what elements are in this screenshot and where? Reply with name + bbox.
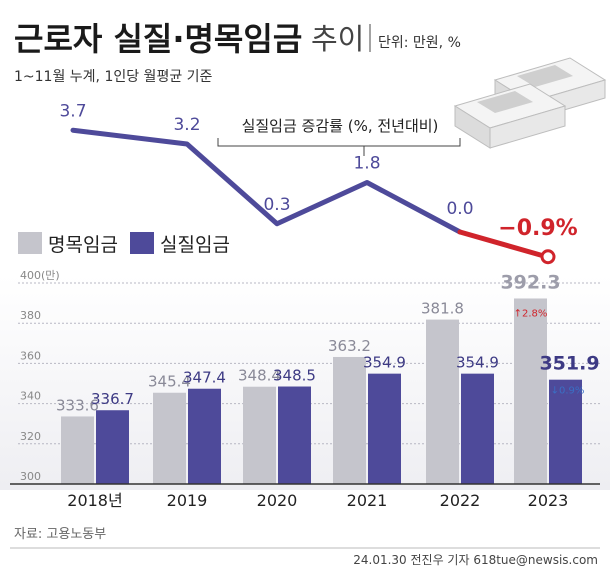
bar-nominal-2019: [153, 392, 186, 484]
y-tick-label-340: 340: [20, 390, 41, 403]
bar-nominal-2018: [61, 416, 94, 484]
bar-label-real-2021: 354.9: [363, 354, 406, 372]
line-series-real-growth: [70, 127, 463, 235]
bar-label-nominal-2019: 345.4: [148, 373, 191, 391]
y-tick-label-300: 300: [20, 470, 41, 483]
y-tick-label-360: 360: [20, 349, 41, 362]
legend-label-real: 실질임금: [160, 234, 230, 256]
bar-nominal-2020: [243, 386, 276, 484]
line-data-label-2022: 0.0: [446, 199, 473, 219]
x-axis-labels: 2018년 2019 2020 2021 2022 2023: [67, 491, 568, 510]
money-stack-icon: [453, 57, 607, 149]
line-point-2023: [540, 249, 556, 265]
x-tick-label-2023: 2023: [528, 491, 569, 510]
source-label: 자료: 고용노동부: [14, 527, 106, 542]
bar-nominal-2021: [333, 356, 366, 484]
line-chart-title: 실질임금 증감률 (%, 전년대비): [242, 117, 439, 135]
line-data-label-2023: −0.9%: [498, 216, 577, 241]
bar-real-2020: [278, 386, 311, 484]
bar-nominal-2022: [426, 319, 459, 484]
bar-label-real-2020: 348.5: [273, 367, 316, 385]
bar-label-real-2023: 351.9: [539, 353, 599, 375]
bar-nominal-2023: [514, 298, 547, 484]
bar-real-2022: [461, 373, 494, 484]
line-data-label-2021: 1.8: [353, 154, 380, 174]
bar-real-2019: [188, 388, 221, 484]
bar-label-nominal-2021: 363.2: [328, 337, 371, 355]
subtitle: 1~11월 누계, 1인당 월평균 기준: [14, 69, 213, 85]
annotation-real-2023-change: ↓0.9%: [551, 386, 585, 397]
line-data-label-2020: 0.3: [263, 195, 290, 215]
real-wage-growth-line-chart: 3.7 3.2 0.3 1.8 0.0 −0.9%: [59, 101, 578, 265]
bar-label-real-2018: 336.7: [91, 390, 134, 408]
bar-label-nominal-2018: 333.6: [56, 396, 99, 414]
x-tick-label-2018: 2018년: [67, 491, 122, 510]
bar-label-nominal-2020: 348.4: [238, 367, 281, 385]
page-title: 근로자 실질·명목임금: [14, 20, 302, 58]
x-tick-label-2019: 2019: [167, 491, 208, 510]
bar-label-nominal-2022: 381.8: [421, 300, 464, 318]
x-tick-label-2021: 2021: [347, 491, 388, 510]
legend-swatch-nominal: [18, 232, 42, 254]
y-tick-label-400: 400(만): [20, 269, 60, 282]
bar-label-real-2019: 347.4: [183, 369, 226, 387]
bar-real-2023: [549, 379, 582, 484]
x-tick-label-2022: 2022: [440, 491, 481, 510]
line-segment-2023-decline: [457, 229, 546, 259]
bar-real-2018: [96, 410, 129, 484]
line-data-label-2018: 3.7: [59, 101, 86, 121]
legend: 명목임금 실질임금: [18, 232, 230, 256]
bar-label-real-2022: 354.9: [456, 354, 499, 372]
y-tick-label-380: 380: [20, 309, 41, 322]
legend-swatch-real: [130, 232, 154, 254]
legend-label-nominal: 명목임금: [48, 234, 118, 256]
y-tick-label-320: 320: [20, 430, 41, 443]
credit-label: 24.01.30 전진우 기자 618tue@newsis.com: [353, 553, 598, 567]
x-tick-label-2020: 2020: [257, 491, 298, 510]
page-title-suffix: 추이: [311, 22, 364, 56]
bar-label-nominal-2023: 392.3: [500, 271, 560, 293]
unit-label: 단위: 만원, %: [378, 35, 461, 51]
line-chart-title-bracket: [217, 138, 461, 147]
line-data-label-2019: 3.2: [173, 115, 200, 135]
bar-real-2021: [368, 373, 401, 484]
annotation-nominal-2023-change: ↑2.8%: [514, 308, 548, 319]
